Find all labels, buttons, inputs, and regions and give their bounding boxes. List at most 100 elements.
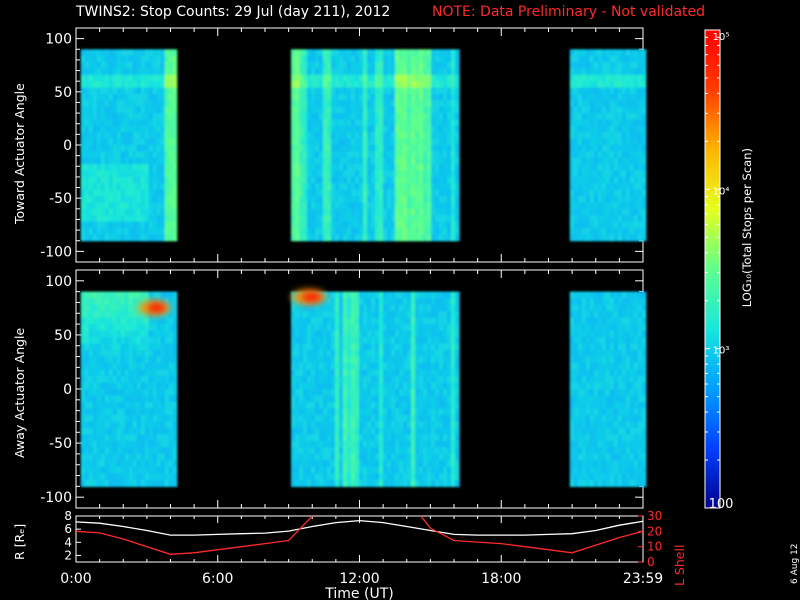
mid-heat-cell (451, 311, 456, 319)
mid-heat-cell (88, 447, 94, 455)
mid-heat-cell (335, 395, 340, 403)
mid-heat-cell (415, 440, 420, 448)
top-heat-cell (593, 93, 599, 101)
mid-heat-cell (311, 402, 316, 410)
mid-heat-cell (569, 427, 575, 435)
mid-heat-cell (391, 434, 396, 442)
top-heat-cell (136, 74, 142, 82)
mid-heat-cell (415, 291, 420, 299)
top-heat-cell (455, 125, 460, 133)
top-heat-cell (335, 81, 340, 89)
mid-heat-cell (140, 453, 146, 461)
mid-heat-cell (375, 369, 380, 377)
top-heat-cell (641, 183, 647, 191)
mid-heat-cell (100, 421, 106, 429)
top-heat-cell (427, 119, 432, 127)
mid-heat-cell (443, 324, 448, 332)
mid-heat-cell (411, 408, 416, 416)
top-heat-cell (593, 145, 599, 152)
top-heat-cell (613, 145, 619, 152)
mid-heat-cell (451, 479, 456, 487)
mid-heat-cell (124, 356, 130, 364)
mid-heat-cell (112, 415, 118, 423)
mid-heat-cell (573, 369, 579, 377)
mid-heat-cell (383, 324, 388, 332)
mid-heat-cell (295, 466, 300, 474)
top-heat-cell (391, 132, 396, 140)
mid-heat-cell (585, 369, 591, 377)
top-heat-cell (371, 119, 376, 127)
mid-heat-cell (355, 447, 360, 455)
top-heat-cell (331, 93, 336, 101)
top-heat-cell (367, 125, 372, 133)
top-heat-cell (84, 157, 90, 165)
top-heat-cell (617, 74, 623, 82)
top-heat-cell (307, 234, 312, 242)
mid-heat-cell (311, 466, 316, 474)
top-heat-cell (168, 125, 174, 133)
top-heat-cell (140, 132, 146, 140)
top-heat-cell (319, 55, 324, 63)
top-heat-cell (435, 93, 440, 101)
mid-heat-cell (307, 382, 312, 390)
mid-heat-cell (96, 415, 102, 423)
top-heat-cell (88, 68, 94, 76)
top-heat-cell (601, 183, 607, 191)
mid-heat-cell (299, 466, 304, 474)
top-heat-cell (387, 176, 392, 184)
mid-heat-cell (100, 460, 106, 468)
mid-heat-cell (589, 317, 595, 325)
top-heat-cell (585, 55, 591, 63)
top-heat-cell (379, 215, 384, 223)
mid-heat-cell (100, 479, 106, 487)
top-heat-cell (132, 151, 138, 159)
mid-heat-cell (573, 453, 579, 461)
top-heat-cell (379, 100, 384, 108)
top-heat-cell (311, 113, 316, 121)
mid-heat-cell (327, 330, 332, 338)
top-heat-cell (431, 74, 436, 82)
mid-heat-cell (355, 395, 360, 403)
mid-heat-cell (399, 330, 404, 338)
mid-heat-cell (148, 330, 154, 338)
mid-heat-cell (581, 382, 587, 390)
mid-heat-cell (351, 369, 356, 377)
top-heat-cell (407, 119, 412, 127)
top-heat-cell (295, 176, 300, 184)
mid-heat-cell (148, 363, 154, 371)
top-heat-cell (100, 74, 106, 82)
top-heat-cell (323, 157, 328, 165)
top-heat-cell (136, 138, 142, 146)
mid-heat-cell (84, 382, 90, 390)
mid-heat-cell (601, 415, 607, 423)
top-heat-cell (621, 151, 627, 159)
mid-heat-cell (407, 382, 412, 390)
top-heat-cell (399, 87, 404, 95)
mid-heat-cell (140, 363, 146, 371)
top-heat-cell (415, 151, 420, 159)
top-heat-cell (359, 106, 364, 114)
top-heat-cell (403, 196, 408, 204)
top-heat-cell (319, 215, 324, 223)
mid-heat-cell (80, 473, 86, 481)
mid-heat-cell (96, 402, 102, 410)
top-heat-cell (104, 81, 110, 89)
mid-heat-cell (601, 389, 607, 397)
top-heat-cell (319, 93, 324, 101)
mid-heat-cell (164, 453, 170, 461)
mid-heat-cell (355, 389, 360, 397)
top-heat-cell (447, 234, 452, 242)
top-heat-cell (577, 202, 583, 210)
top-heat-cell (168, 151, 174, 159)
top-heat-cell (347, 93, 352, 101)
top-heat-cell (363, 138, 368, 146)
mid-heat-cell (439, 440, 444, 448)
top-heat-cell (92, 87, 98, 95)
mid-heat-cell (581, 324, 587, 332)
mid-heat-cell (303, 421, 308, 429)
top-heat-cell (299, 74, 304, 82)
mid-heat-cell (164, 356, 170, 364)
mid-heat-cell (80, 460, 86, 468)
top-heat-cell (116, 151, 122, 159)
top-heat-cell (443, 170, 448, 178)
